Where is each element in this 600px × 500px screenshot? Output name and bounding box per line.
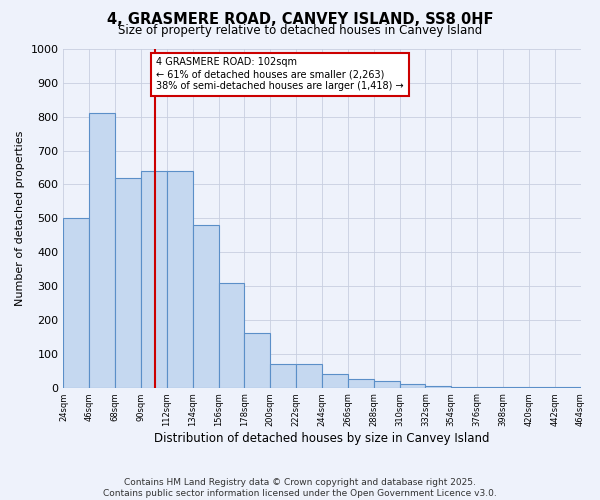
Bar [167, 171, 193, 388]
Text: 4, GRASMERE ROAD, CANVEY ISLAND, SS8 0HF: 4, GRASMERE ROAD, CANVEY ISLAND, SS8 0HF [107, 12, 493, 28]
Bar [270, 364, 296, 388]
Bar [141, 171, 167, 388]
Bar [89, 114, 115, 388]
Bar [374, 381, 400, 388]
Bar [322, 374, 348, 388]
Bar [503, 387, 529, 388]
Text: Contains HM Land Registry data © Crown copyright and database right 2025.
Contai: Contains HM Land Registry data © Crown c… [103, 478, 497, 498]
X-axis label: Distribution of detached houses by size in Canvey Island: Distribution of detached houses by size … [154, 432, 490, 445]
Bar [64, 218, 89, 388]
Y-axis label: Number of detached properties: Number of detached properties [15, 130, 25, 306]
Bar [296, 364, 322, 388]
Text: 4 GRASMERE ROAD: 102sqm
← 61% of detached houses are smaller (2,263)
38% of semi: 4 GRASMERE ROAD: 102sqm ← 61% of detache… [156, 58, 404, 90]
Bar [425, 386, 451, 388]
Text: Size of property relative to detached houses in Canvey Island: Size of property relative to detached ho… [118, 24, 482, 37]
Bar [244, 334, 270, 388]
Bar [348, 379, 374, 388]
Bar [400, 384, 425, 388]
Bar [218, 282, 244, 388]
Bar [451, 386, 477, 388]
Bar [477, 387, 503, 388]
Bar [115, 178, 141, 388]
Bar [193, 225, 218, 388]
